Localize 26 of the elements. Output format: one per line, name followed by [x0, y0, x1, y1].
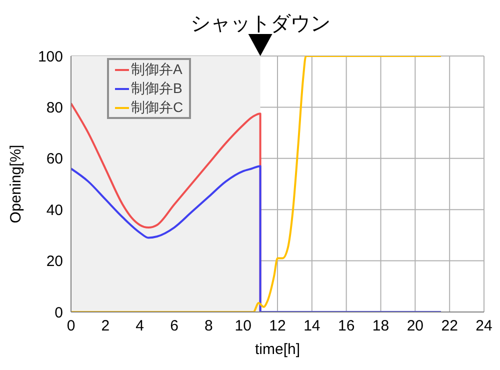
- x-tick-label: 14: [304, 318, 320, 335]
- line-series: [71, 165, 442, 312]
- y-tick-label: 100: [38, 48, 63, 66]
- x-tick-label: 6: [170, 318, 178, 335]
- x-tick-label: 2: [101, 318, 110, 335]
- x-tick-label: 20: [406, 318, 424, 335]
- y-tick-label: 0: [54, 304, 63, 322]
- y-tick-label: 20: [46, 253, 63, 270]
- x-axis-title: time[h]: [254, 341, 300, 358]
- legend-label: 制御弁A: [131, 60, 182, 79]
- x-tick-label: 22: [441, 318, 458, 335]
- y-axis-title: Opening[%]: [7, 144, 24, 224]
- x-tick-label: 10: [234, 318, 252, 335]
- legend-label: 制御弁C: [131, 98, 184, 117]
- x-tick-label: 12: [269, 318, 286, 335]
- x-tick-label: 4: [136, 318, 144, 335]
- y-tick-label: 60: [46, 150, 63, 168]
- x-tick-label: 16: [338, 318, 355, 335]
- x-tick-label: 0: [66, 318, 76, 335]
- y-tick-label: 80: [46, 100, 63, 117]
- y-tick-label: 40: [46, 202, 63, 219]
- x-tick-label: 8: [204, 318, 213, 335]
- annotation: シャットダウン: [190, 13, 330, 35]
- legend-label: 制御弁B: [131, 79, 182, 98]
- x-tick-label: 18: [372, 318, 390, 335]
- x-tick-label: 24: [476, 318, 492, 335]
